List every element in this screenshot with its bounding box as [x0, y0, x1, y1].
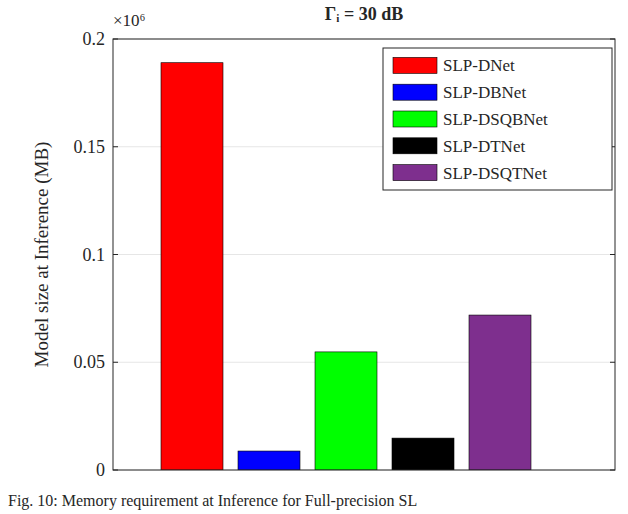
legend-swatch [393, 84, 437, 100]
y-tick-label: 0 [96, 460, 105, 480]
bar [161, 63, 223, 470]
bar [238, 451, 300, 470]
legend-label: SLP-DNet [443, 56, 515, 75]
bar [392, 438, 454, 470]
legend-label: SLP-DBNet [443, 83, 526, 102]
chart-container: 0 0.05 0.1 0.15 0.2 ×10⁶ Γᵢ = 30 dB Model size … [0, 0, 628, 514]
y-tick-label: 0.05 [74, 352, 106, 372]
y-tick-label: 0.1 [83, 245, 106, 265]
y-axis-label: Model size at Inference (MB) [31, 142, 53, 368]
y-tick-right [610, 470, 615, 471]
bar [469, 315, 531, 470]
y-tick-right [610, 39, 615, 40]
legend-box [383, 48, 612, 190]
bar [315, 352, 377, 470]
y-tick-label: 0.2 [83, 29, 106, 49]
legend-label: SLP-DSQBNet [443, 110, 548, 129]
y-tick [113, 362, 118, 363]
legend-swatch [393, 111, 437, 127]
y-tick [113, 254, 118, 255]
legend-label: SLP-DSQTNet [443, 164, 547, 183]
y-tick-right [610, 362, 615, 363]
chart-svg: 0 0.05 0.1 0.15 0.2 ×10⁶ Γᵢ = 30 dB Model size … [0, 0, 628, 514]
legend-swatch [393, 165, 437, 181]
y-tick-label: 0.15 [74, 137, 106, 157]
legend-label: SLP-DTNet [443, 137, 525, 156]
y-multiplier: ×10⁶ [113, 11, 146, 30]
legend-swatch [393, 138, 437, 154]
caption: Fig. 10: Memory requirement at Inference… [8, 492, 417, 510]
y-tick [113, 39, 118, 40]
y-tick [113, 470, 118, 471]
y-tick-right [610, 254, 615, 255]
axes-box [113, 39, 615, 470]
title: Γᵢ = 30 dB [325, 4, 403, 24]
y-tick [113, 146, 118, 147]
legend-swatch [393, 57, 437, 73]
